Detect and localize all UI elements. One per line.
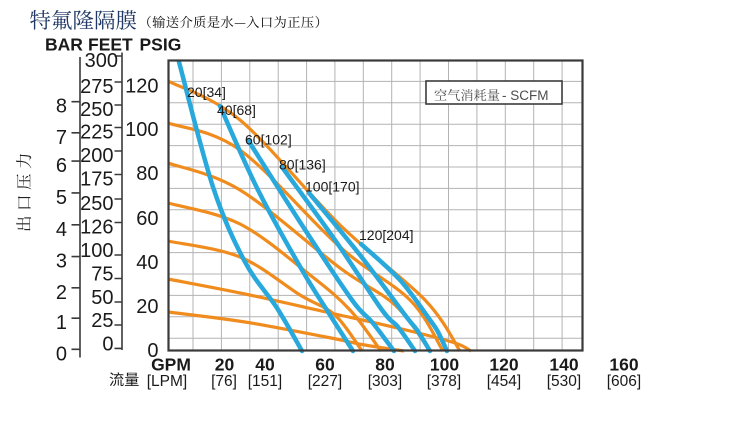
svg-text:BAR: BAR (45, 35, 83, 55)
svg-text:[151]: [151] (248, 373, 282, 390)
svg-text:[LPM]: [LPM] (147, 373, 187, 390)
svg-text:250: 250 (80, 99, 113, 121)
svg-text:60: 60 (136, 208, 158, 230)
svg-text:GPM: GPM (151, 355, 191, 375)
svg-text:50: 50 (91, 287, 113, 309)
svg-text:- SCFM: - SCFM (502, 88, 549, 103)
svg-text:4: 4 (56, 219, 67, 241)
svg-text:100[170]: 100[170] (305, 179, 360, 195)
svg-text:3: 3 (56, 251, 67, 273)
svg-text:2: 2 (56, 282, 67, 304)
svg-text:25: 25 (91, 310, 113, 332)
svg-text:75: 75 (91, 264, 113, 286)
svg-text:7: 7 (56, 127, 67, 149)
svg-text:PSIG: PSIG (140, 35, 182, 55)
svg-text:200: 200 (80, 145, 113, 167)
svg-text:20: 20 (215, 355, 235, 375)
svg-text:60[102]: 60[102] (245, 132, 292, 148)
svg-text:0: 0 (56, 343, 67, 365)
svg-text:[303]: [303] (368, 373, 402, 390)
svg-text:8: 8 (56, 96, 67, 118)
svg-text:[378]: [378] (427, 373, 461, 390)
svg-text:80: 80 (375, 355, 395, 375)
svg-text:160: 160 (609, 355, 638, 375)
svg-text:120[204]: 120[204] (359, 227, 414, 243)
svg-text:80[136]: 80[136] (279, 157, 326, 173)
svg-text:120: 120 (489, 355, 518, 375)
svg-text:1: 1 (56, 312, 67, 334)
svg-text:40: 40 (255, 355, 275, 375)
svg-text:20[34]: 20[34] (187, 84, 226, 100)
svg-text:[227]: [227] (308, 373, 342, 390)
svg-text:275: 275 (80, 76, 113, 98)
svg-text:5: 5 (56, 187, 67, 209)
svg-text:40[68]: 40[68] (217, 102, 256, 118)
svg-text:0: 0 (102, 333, 113, 355)
svg-text:[606]: [606] (607, 373, 641, 390)
svg-text:175: 175 (80, 169, 113, 191)
svg-text:300: 300 (85, 50, 118, 72)
svg-text:100: 100 (430, 355, 459, 375)
svg-text:100: 100 (80, 240, 113, 262)
svg-text:80: 80 (136, 163, 158, 185)
svg-text:FEET: FEET (88, 35, 133, 55)
svg-text:40: 40 (136, 252, 158, 274)
svg-text:[530]: [530] (547, 373, 581, 390)
svg-text:[76]: [76] (211, 373, 237, 390)
svg-text:6: 6 (56, 155, 67, 177)
svg-text:120: 120 (125, 75, 158, 97)
svg-text:250: 250 (80, 193, 113, 215)
svg-text:225: 225 (80, 122, 113, 144)
svg-text:100: 100 (125, 119, 158, 141)
svg-text:0: 0 (147, 340, 158, 362)
svg-text:140: 140 (549, 355, 578, 375)
svg-text:126: 126 (80, 217, 113, 239)
svg-text:60: 60 (315, 355, 335, 375)
svg-text:20: 20 (136, 296, 158, 318)
svg-text:[454]: [454] (487, 373, 521, 390)
